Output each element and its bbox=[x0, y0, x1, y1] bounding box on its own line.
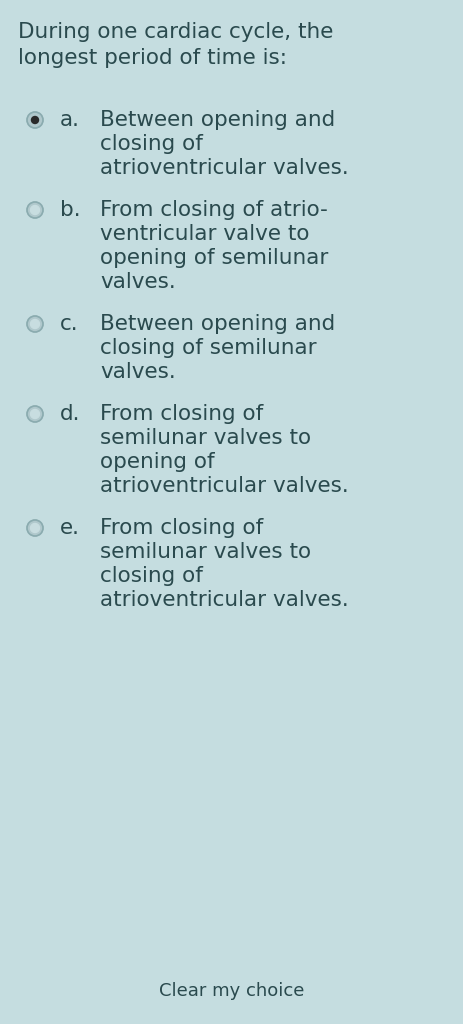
Text: semilunar valves to: semilunar valves to bbox=[100, 428, 311, 449]
Text: atrioventricular valves.: atrioventricular valves. bbox=[100, 590, 348, 610]
Text: closing of: closing of bbox=[100, 134, 202, 154]
Text: From closing of: From closing of bbox=[100, 518, 263, 538]
Text: From closing of: From closing of bbox=[100, 404, 263, 424]
Text: During one cardiac cycle, the: During one cardiac cycle, the bbox=[18, 22, 332, 42]
Text: Between opening and: Between opening and bbox=[100, 314, 335, 334]
Text: atrioventricular valves.: atrioventricular valves. bbox=[100, 476, 348, 496]
Text: b.: b. bbox=[60, 200, 81, 220]
Circle shape bbox=[31, 117, 38, 124]
Text: a.: a. bbox=[60, 110, 80, 130]
Text: d.: d. bbox=[60, 404, 80, 424]
Circle shape bbox=[27, 316, 43, 332]
Text: Between opening and: Between opening and bbox=[100, 110, 335, 130]
Circle shape bbox=[31, 319, 39, 329]
Circle shape bbox=[31, 523, 39, 532]
Text: semilunar valves to: semilunar valves to bbox=[100, 542, 311, 562]
Circle shape bbox=[31, 410, 39, 419]
Text: valves.: valves. bbox=[100, 362, 175, 382]
Circle shape bbox=[27, 112, 43, 128]
Circle shape bbox=[31, 206, 39, 214]
Text: ventricular valve to: ventricular valve to bbox=[100, 224, 309, 244]
Text: opening of semilunar: opening of semilunar bbox=[100, 248, 328, 268]
Text: closing of: closing of bbox=[100, 566, 202, 586]
Text: c.: c. bbox=[60, 314, 78, 334]
Text: atrioventricular valves.: atrioventricular valves. bbox=[100, 158, 348, 178]
Text: opening of: opening of bbox=[100, 452, 214, 472]
Circle shape bbox=[27, 406, 43, 422]
Text: valves.: valves. bbox=[100, 272, 175, 292]
Text: longest period of time is:: longest period of time is: bbox=[18, 48, 287, 68]
Text: Clear my choice: Clear my choice bbox=[159, 982, 304, 1000]
Text: From closing of atrio-: From closing of atrio- bbox=[100, 200, 327, 220]
Circle shape bbox=[27, 202, 43, 218]
Text: e.: e. bbox=[60, 518, 80, 538]
Circle shape bbox=[27, 520, 43, 536]
Text: closing of semilunar: closing of semilunar bbox=[100, 338, 316, 358]
